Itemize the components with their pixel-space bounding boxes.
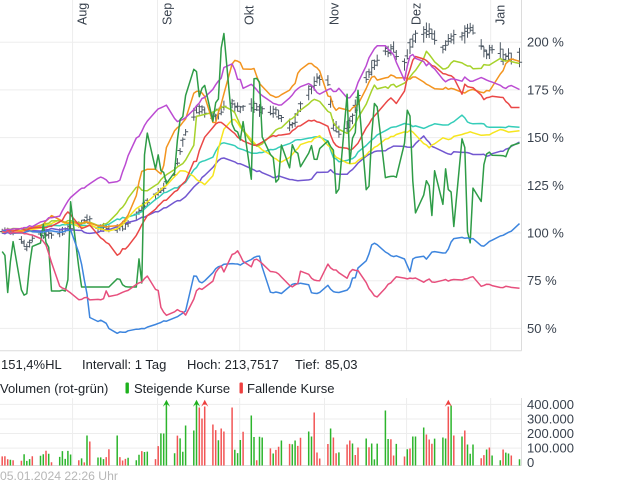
svg-text:400.000: 400.000 xyxy=(527,397,574,412)
svg-text:100 %: 100 % xyxy=(527,226,564,241)
svg-text:Hoch: 213,7517: Hoch: 213,7517 xyxy=(187,357,279,372)
svg-text:Aug: Aug xyxy=(75,3,89,25)
svg-text:Nov: Nov xyxy=(327,2,341,25)
svg-text:Dez: Dez xyxy=(409,3,423,25)
svg-text:100.000: 100.000 xyxy=(527,440,574,455)
svg-text:Fallende Kurse: Fallende Kurse xyxy=(247,381,334,396)
svg-text:151,4%HL: 151,4%HL xyxy=(1,357,62,372)
svg-text:150 %: 150 % xyxy=(527,130,564,145)
svg-text:125 %: 125 % xyxy=(527,178,564,193)
svg-text:50 %: 50 % xyxy=(527,321,557,336)
svg-text:Okt: Okt xyxy=(243,5,257,25)
svg-text:Steigende Kurse: Steigende Kurse xyxy=(134,381,230,396)
svg-text:Jan: Jan xyxy=(494,5,508,25)
svg-text:175 %: 175 % xyxy=(527,82,564,97)
svg-text:Tief:: Tief: xyxy=(295,357,320,372)
svg-text:75 %: 75 % xyxy=(527,273,557,288)
svg-text:05.01.2024 22:26 Uhr: 05.01.2024 22:26 Uhr xyxy=(0,469,118,483)
svg-text:Sep: Sep xyxy=(160,3,174,25)
svg-text:200.000: 200.000 xyxy=(527,426,574,441)
svg-text:Volumen (rot-grün): Volumen (rot-grün) xyxy=(0,381,108,396)
svg-text:0: 0 xyxy=(527,455,534,470)
svg-text:85,03: 85,03 xyxy=(325,357,358,372)
svg-text:Intervall: 1 Tag: Intervall: 1 Tag xyxy=(82,357,166,372)
svg-text:300.000: 300.000 xyxy=(527,412,574,427)
svg-text:200 %: 200 % xyxy=(527,35,564,50)
